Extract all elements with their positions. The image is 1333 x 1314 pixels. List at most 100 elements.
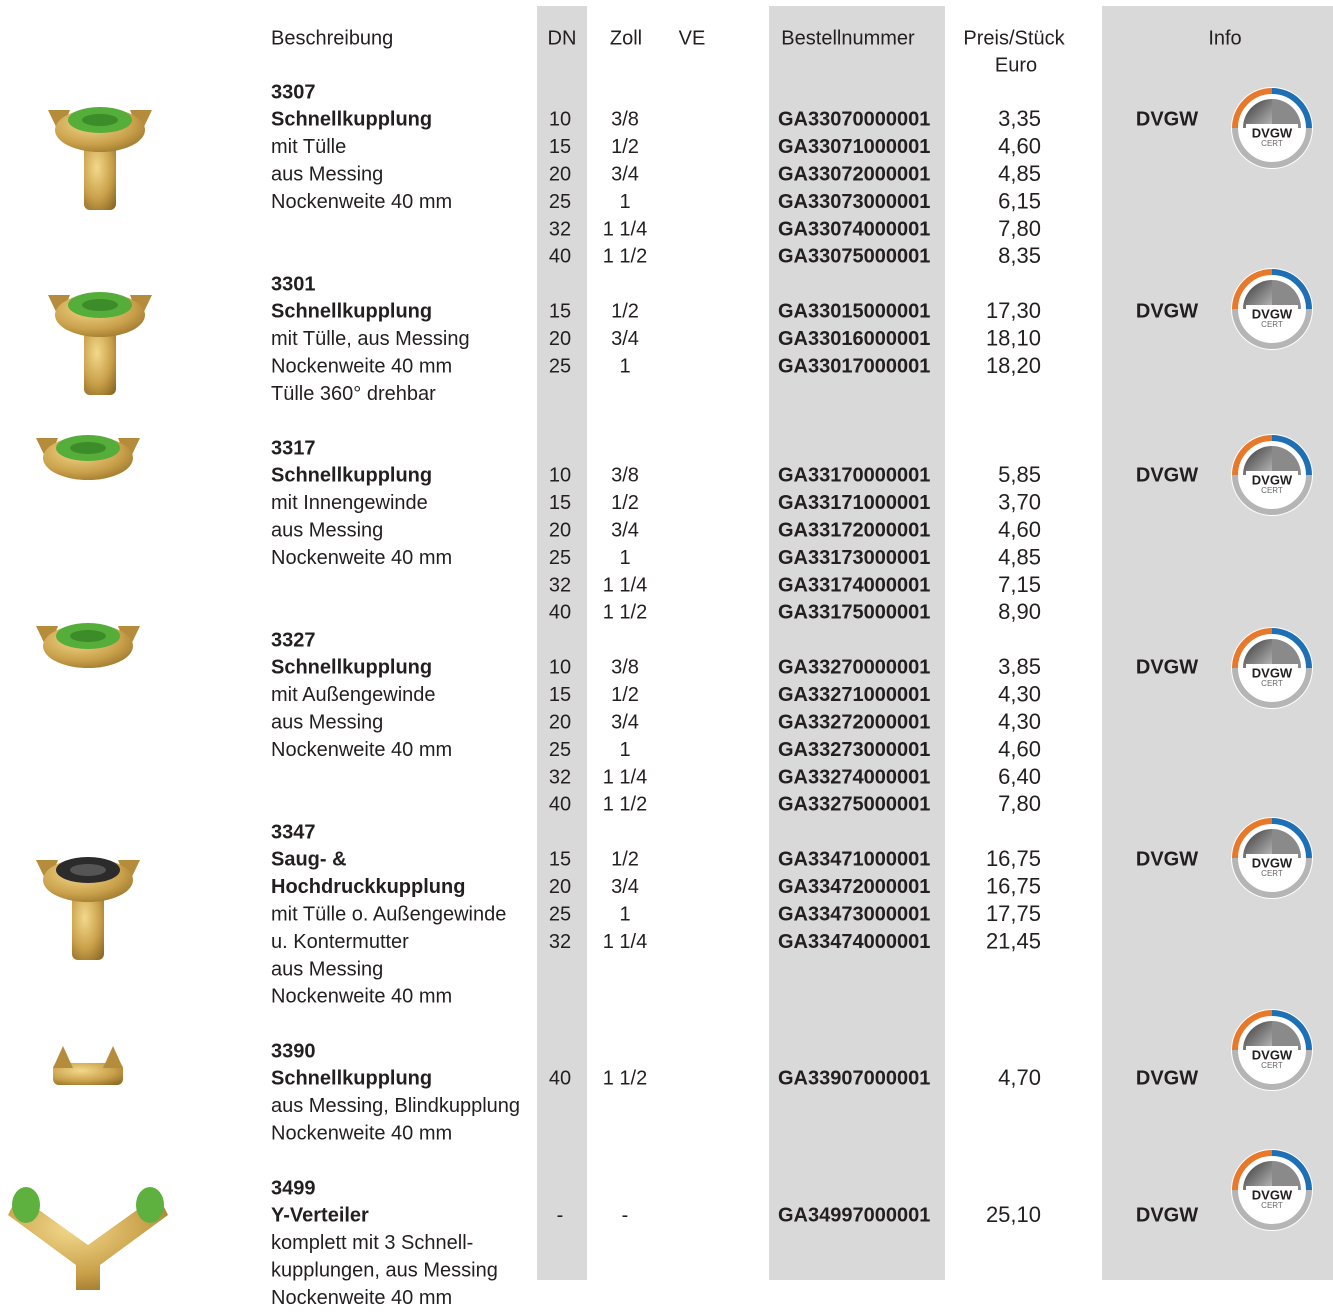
logo-arc-blue (1271, 88, 1312, 129)
claw (36, 860, 140, 885)
price: 17,30 (986, 298, 1041, 323)
logo-arc-grey (1232, 127, 1312, 168)
logo-arc-orange (1232, 435, 1273, 476)
logo-arc-grey (1232, 1189, 1312, 1230)
logo-wedge (1243, 1161, 1272, 1190)
price: 4,30 (998, 709, 1041, 734)
order-number: GA33016000001 (778, 328, 930, 350)
order-number: GA33017000001 (778, 355, 930, 377)
ring-hole (70, 442, 106, 454)
dn: 15 (549, 849, 571, 871)
product-desc: aus Messing (271, 519, 383, 541)
header-price-unit: Euro (995, 54, 1037, 76)
order-number: GA33473000001 (778, 903, 930, 925)
price: 16,75 (986, 846, 1041, 871)
dn: 25 (549, 191, 571, 213)
product-desc: Nockenweite 40 mm (271, 986, 452, 1008)
product-desc: mit Tülle, aus Messing (271, 328, 470, 350)
dn: 15 (549, 492, 571, 514)
price: 17,75 (986, 901, 1041, 926)
order-number: GA33171000001 (778, 492, 930, 514)
product-image (36, 857, 140, 960)
logo-title: DVGW (1252, 1187, 1293, 1202)
logo-arc-blue (1271, 1010, 1312, 1051)
logo-arc-blue (1271, 628, 1312, 669)
logo-arc-orange (1232, 1010, 1273, 1051)
dn: 25 (549, 903, 571, 925)
logo-wedge (1243, 1021, 1272, 1050)
logo-wedge-right (1272, 280, 1301, 309)
logo-sub: CERT (1261, 869, 1283, 878)
dn: - (557, 1205, 564, 1227)
zoll: 1 1/4 (603, 574, 647, 596)
info: DVGW (1136, 849, 1198, 871)
logo-label-bg (1246, 664, 1298, 690)
zoll: 1 1/2 (603, 602, 647, 624)
header-ve: VE (679, 27, 706, 49)
price: 4,60 (998, 736, 1041, 761)
ring-hole (70, 630, 106, 642)
claw (36, 438, 140, 463)
tail (72, 895, 104, 960)
zoll: 1/2 (611, 684, 639, 706)
price: 18,20 (986, 353, 1041, 378)
product-desc: u. Kontermutter (271, 931, 409, 953)
logo-title: DVGW (1252, 1047, 1293, 1062)
price: 7,80 (998, 791, 1041, 816)
order-number: GA33271000001 (778, 684, 930, 706)
product-name: Hochdruckkupplung (271, 876, 465, 898)
logo-wedge (1243, 99, 1272, 128)
logo-label-bg (1246, 1186, 1298, 1212)
price: 25,10 (986, 1202, 1041, 1227)
info: DVGW (1136, 109, 1198, 131)
logo-wedge-right (1272, 1021, 1301, 1050)
product-desc: aus Messing (271, 163, 383, 185)
product-code: 3317 (271, 437, 316, 459)
info: DVGW (1136, 465, 1198, 487)
ring-hole (82, 299, 118, 311)
info: DVGW (1136, 301, 1198, 323)
claw (36, 626, 140, 651)
product-image (53, 1046, 123, 1085)
logo-label-bg (1246, 1046, 1298, 1072)
price: 5,85 (998, 462, 1041, 487)
logo-wedge-right (1272, 99, 1301, 128)
product-image (48, 292, 152, 395)
dn: 20 (549, 163, 571, 185)
price: 4,85 (998, 544, 1041, 569)
dn: 20 (549, 876, 571, 898)
zoll: 3/8 (611, 109, 639, 131)
logo-wedge (1243, 280, 1272, 309)
zoll: 3/4 (611, 876, 639, 898)
price: 16,75 (986, 874, 1041, 899)
product-code: 3301 (271, 273, 316, 295)
product-desc: Nockenweite 40 mm (271, 1122, 452, 1144)
zoll: 1 1/4 (603, 931, 647, 953)
product-desc: mit Innengewinde (271, 492, 428, 514)
ring-hole (82, 114, 118, 126)
logo-arc-grey (1232, 667, 1312, 708)
order-number: GA33174000001 (778, 574, 930, 596)
order-number: GA34997000001 (778, 1205, 930, 1227)
product-code: 3347 (271, 821, 316, 843)
info: DVGW (1136, 1068, 1198, 1090)
dn: 20 (549, 711, 571, 733)
tail (84, 145, 116, 210)
dn: 40 (549, 794, 571, 816)
logo-sub: CERT (1261, 1201, 1283, 1210)
logo-wedge-right (1272, 829, 1301, 858)
product-name: Saug- & (271, 849, 347, 871)
logo-title: DVGW (1252, 125, 1293, 140)
dn: 15 (549, 684, 571, 706)
price: 6,15 (998, 188, 1041, 213)
order-number: GA33172000001 (778, 519, 930, 541)
product-image (36, 435, 140, 480)
price: 3,85 (998, 654, 1041, 679)
product-desc: mit Außengewinde (271, 684, 436, 706)
dn: 10 (549, 465, 571, 487)
product-desc: Nockenweite 40 mm (271, 191, 452, 213)
info: DVGW (1136, 657, 1198, 679)
ring (136, 1187, 164, 1223)
